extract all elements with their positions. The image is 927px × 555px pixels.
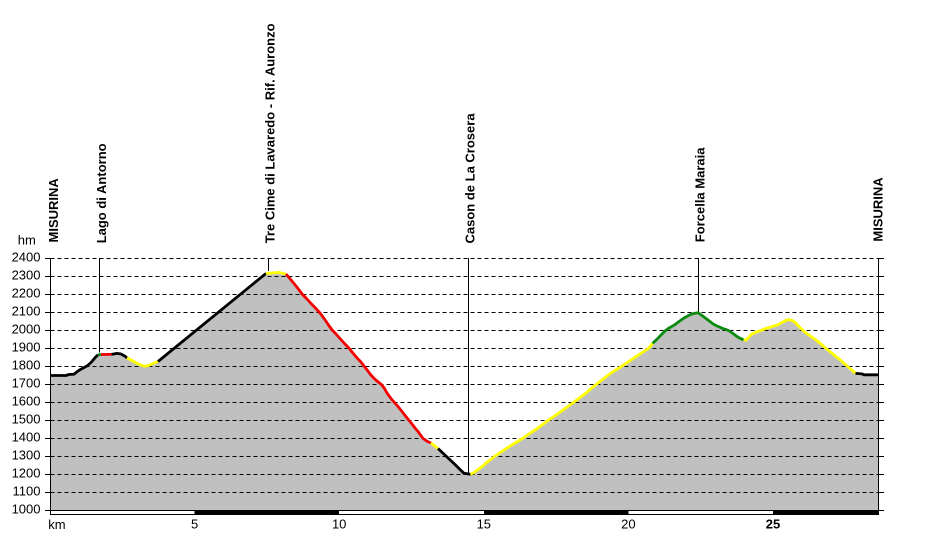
svg-text:1900: 1900 xyxy=(12,340,41,355)
svg-text:Forcella Maraia: Forcella Maraia xyxy=(692,147,707,242)
svg-text:20: 20 xyxy=(621,517,635,532)
svg-text:5: 5 xyxy=(191,517,198,532)
svg-text:MISURINA: MISURINA xyxy=(46,178,61,243)
svg-text:2100: 2100 xyxy=(12,304,41,319)
svg-text:1300: 1300 xyxy=(12,448,41,463)
svg-text:2000: 2000 xyxy=(12,322,41,337)
svg-text:1200: 1200 xyxy=(12,466,41,481)
svg-text:1800: 1800 xyxy=(12,358,41,373)
svg-text:1400: 1400 xyxy=(12,430,41,445)
svg-text:km: km xyxy=(48,517,65,532)
svg-text:2200: 2200 xyxy=(12,286,41,301)
svg-text:Cason de La Crosera: Cason de La Crosera xyxy=(463,113,478,244)
svg-text:1000: 1000 xyxy=(12,502,41,517)
svg-text:Tre Cime di Lavaredo - Rif. Au: Tre Cime di Lavaredo - Rif. Auronzo xyxy=(263,23,278,243)
svg-text:15: 15 xyxy=(477,517,491,532)
svg-text:1100: 1100 xyxy=(13,484,41,499)
svg-text:1500: 1500 xyxy=(12,412,41,427)
svg-text:10: 10 xyxy=(332,517,346,532)
svg-text:Lago di Antorno: Lago di Antorno xyxy=(94,143,109,243)
svg-text:hm: hm xyxy=(18,232,36,247)
svg-text:MISURINA: MISURINA xyxy=(871,177,886,242)
svg-text:25: 25 xyxy=(766,517,780,532)
svg-text:2300: 2300 xyxy=(12,268,41,283)
svg-text:1700: 1700 xyxy=(12,376,41,391)
svg-text:1600: 1600 xyxy=(12,394,41,409)
svg-text:2400: 2400 xyxy=(12,250,41,265)
